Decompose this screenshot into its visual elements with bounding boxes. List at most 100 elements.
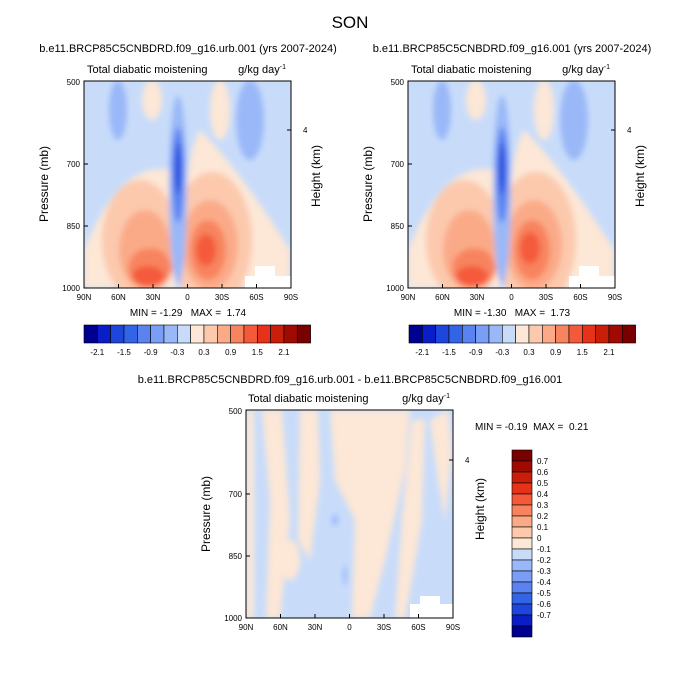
colorbar-swatch — [581, 324, 596, 344]
x-tick-label: 90N — [401, 293, 416, 302]
colorbar-swatch — [190, 324, 205, 344]
colorbar-label: 0.5 — [537, 479, 549, 488]
x-tick-label: 0 — [509, 293, 514, 302]
units-label: g/kg day-1 — [562, 64, 610, 76]
colorbar-label: -2.1 — [415, 348, 429, 357]
x-tick-label: 30N — [146, 293, 161, 302]
colorbar-label: -2.1 — [90, 348, 104, 357]
x-tick-label: 90S — [446, 623, 460, 632]
colorbar-difference: 0.7 0.6 0.5 0.4 0.3 0.2 0.1 0 -0.1 -0.2 -0.3 -0.4 -0… — [511, 449, 551, 638]
colorbar-swatch — [408, 324, 423, 344]
colorbar-label: -0.7 — [537, 611, 551, 620]
colorbar-swatch — [203, 324, 218, 344]
variable-label: Total diabatic moistening — [87, 64, 207, 76]
colorbar-label: 0 — [537, 534, 542, 543]
y-tick-label: 500 — [391, 78, 405, 87]
colorbar-swatch — [123, 324, 138, 344]
variable-label: Total diabatic moistening — [248, 393, 368, 405]
colorbar-swatch — [150, 324, 165, 344]
colorbar-label: 0.3 — [537, 501, 549, 510]
colorbar-label: 0.7 — [537, 457, 549, 466]
y-tick-label: 500 — [229, 407, 243, 416]
colorbar-swatch — [177, 324, 191, 344]
y-tick-label: 700 — [229, 490, 243, 499]
colorbar-swatch — [621, 324, 636, 344]
colorbar-label: -0.3 — [495, 348, 509, 357]
colorbar-swatch — [435, 324, 450, 344]
x-tick-label: 30N — [308, 623, 323, 632]
colorbar-label: -0.9 — [469, 348, 483, 357]
min-max-readout: MIN = -1.30 MAX = 1.73 — [454, 308, 571, 319]
colorbar-label: 1.5 — [577, 348, 589, 357]
x-tick-label: 60N — [111, 293, 126, 302]
colorbar-label: -0.5 — [537, 589, 551, 598]
colorbar-swatch — [511, 570, 533, 583]
colorbar-swatch — [502, 324, 516, 344]
contour-field — [408, 81, 615, 288]
colorbar-swatch — [511, 482, 533, 495]
y-axis-label: Pressure (mb) — [361, 146, 375, 222]
colorbar-label: 0.9 — [550, 348, 562, 357]
colorbar-swatch — [511, 603, 533, 616]
x-tick-label: 30N — [470, 293, 485, 302]
colorbar-label: 0.3 — [523, 348, 535, 357]
panel-title: b.e11.BRCP85C5CNBDRD.f09_g16.urb.001 (yr… — [39, 43, 337, 55]
colorbar-swatch — [511, 493, 533, 506]
x-tick-label: 30S — [539, 293, 553, 302]
colorbar-label: 0.2 — [537, 512, 549, 521]
right-tick-label: 4 — [627, 126, 632, 135]
right-axis-label: Height (km) — [473, 478, 487, 540]
colorbar-swatch — [422, 324, 436, 344]
colorbar-swatch — [296, 324, 311, 344]
x-tick-label: 90N — [239, 623, 254, 632]
panel-control: b.e11.BRCP85C5CNBDRD.f09_g16.001 (yrs 20… — [361, 43, 651, 319]
colorbar-swatch — [270, 324, 285, 344]
colorbar-swatch — [511, 504, 533, 517]
colorbar-label: -0.9 — [144, 348, 158, 357]
panel-title: b.e11.BRCP85C5CNBDRD.f09_g16.001 (yrs 20… — [373, 43, 652, 55]
colorbar-swatch — [511, 537, 533, 550]
units-label: g/kg day-1 — [402, 393, 450, 405]
y-tick-label: 1000 — [62, 284, 80, 293]
colorbar-label: 1.5 — [252, 348, 264, 357]
colorbar-label: 0.4 — [537, 490, 549, 499]
y-tick-label: 700 — [391, 160, 405, 169]
x-tick-label: 60S — [573, 293, 587, 302]
colorbar-swatch — [608, 324, 623, 344]
colorbar-swatch — [511, 526, 533, 539]
colorbar-swatch — [283, 324, 298, 344]
units-label: g/kg day-1 — [238, 64, 286, 76]
colorbar-label: -0.6 — [537, 600, 551, 609]
colorbar-label: 0.6 — [537, 468, 549, 477]
colorbar-label: 2.1 — [603, 348, 615, 357]
contour-field — [246, 410, 453, 618]
y-tick-label: 850 — [391, 222, 405, 231]
x-tick-label: 30S — [215, 293, 229, 302]
y-axis-label: Pressure (mb) — [199, 476, 213, 552]
colorbar-swatch — [83, 324, 98, 344]
colorbar-swatch — [595, 324, 610, 344]
panel-urb: b.e11.BRCP85C5CNBDRD.f09_g16.urb.001 (yr… — [37, 43, 337, 319]
colorbar-swatch — [511, 592, 533, 605]
right-tick-label: 4 — [303, 126, 308, 135]
colorbar-label: 0.9 — [225, 348, 237, 357]
y-axis-label: Pressure (mb) — [37, 146, 51, 222]
x-tick-label: 60N — [273, 623, 288, 632]
colorbar-swatch — [230, 324, 245, 344]
figure-title: SON — [332, 13, 369, 32]
colorbar-label: 0.3 — [198, 348, 210, 357]
y-tick-label: 1000 — [386, 284, 404, 293]
colorbar-swatch — [97, 324, 111, 344]
colorbar-label: -0.4 — [537, 578, 551, 587]
y-tick-label: 500 — [67, 78, 81, 87]
colorbar-right: -2.1 -1.5 -0.9 -0.3 0.3 0.9 1.5 2.1 — [408, 324, 636, 357]
colorbar-swatch — [163, 324, 178, 344]
x-tick-label: 90N — [77, 293, 92, 302]
y-tick-label: 850 — [67, 222, 81, 231]
colorbar-label: -0.3 — [537, 567, 551, 576]
colorbar-swatch — [555, 324, 570, 344]
colorbar-swatch — [511, 559, 533, 572]
colorbar-swatch — [243, 324, 258, 344]
colorbar-swatch — [110, 324, 125, 344]
